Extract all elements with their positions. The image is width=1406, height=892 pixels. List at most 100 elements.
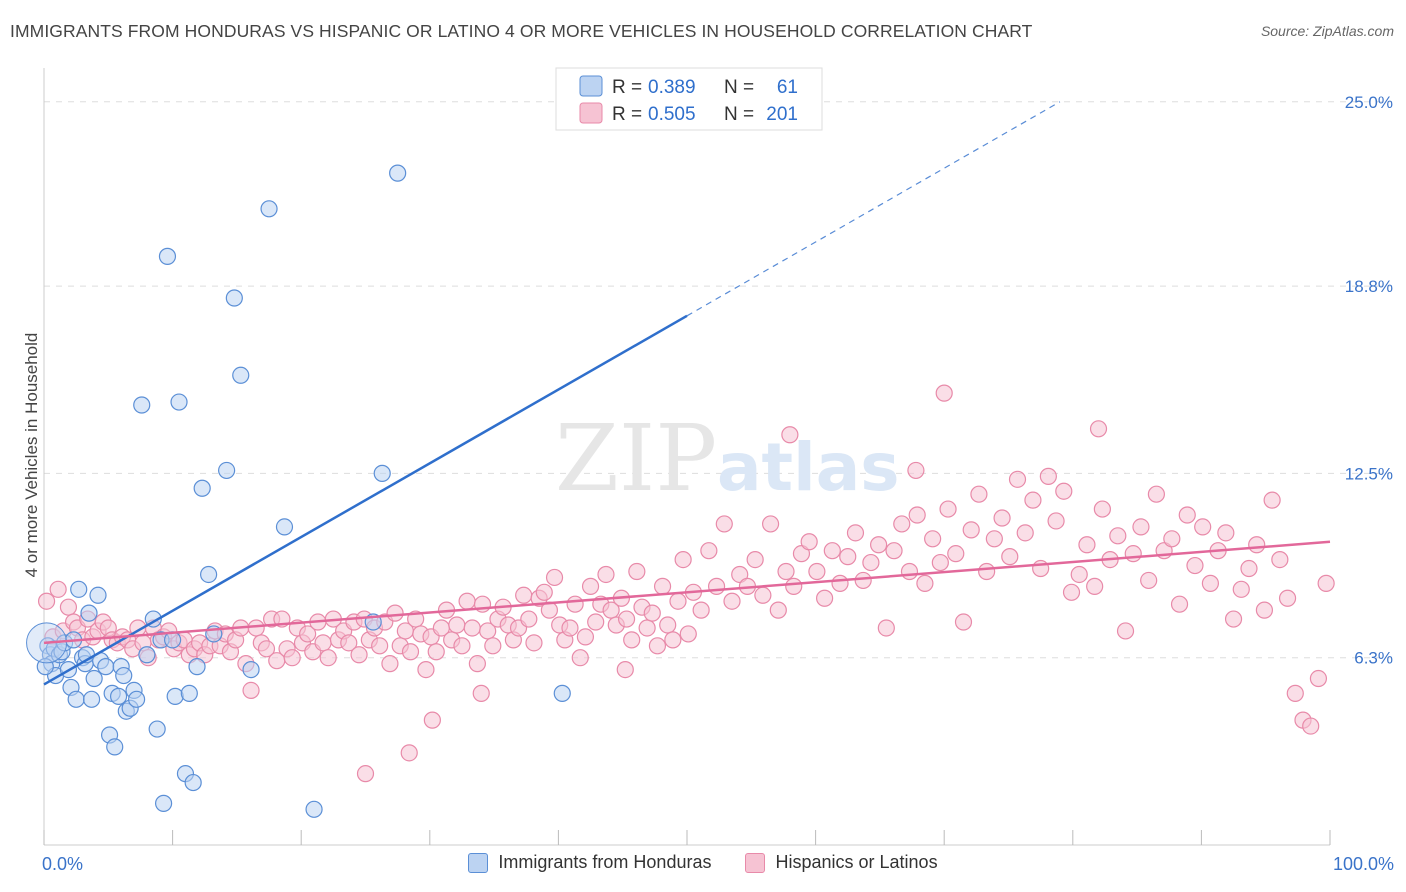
hispanics-point bbox=[962, 521, 980, 539]
honduras-point bbox=[148, 720, 166, 738]
hispanics-point bbox=[679, 625, 697, 643]
honduras-point bbox=[67, 690, 85, 708]
hispanics-point bbox=[1055, 482, 1073, 500]
hispanics-point bbox=[970, 485, 988, 503]
hispanics-point bbox=[1062, 583, 1081, 601]
legend-swatch-honduras bbox=[579, 75, 603, 97]
hispanics-point bbox=[1163, 530, 1181, 548]
hispanics-point bbox=[700, 542, 718, 560]
hispanics-point bbox=[648, 637, 667, 655]
hispanics-point bbox=[777, 562, 795, 581]
hispanics-point bbox=[731, 565, 749, 584]
legend-label-hispanics: Hispanics or Latinos bbox=[775, 852, 938, 872]
hispanics-point bbox=[653, 577, 672, 595]
y-axis-label: 4 or more Vehicles in Household bbox=[22, 333, 41, 578]
legend-r-label: R = bbox=[612, 104, 642, 125]
honduras-point bbox=[133, 396, 151, 414]
hispanics-point bbox=[1178, 506, 1196, 524]
hispanics-point bbox=[1302, 717, 1320, 735]
legend-n-label: N = bbox=[724, 77, 754, 98]
hispanics-point bbox=[1263, 491, 1281, 509]
hispanics-point bbox=[1232, 580, 1250, 598]
hispanics-point bbox=[707, 577, 726, 595]
trend-lines bbox=[43, 101, 1331, 686]
hispanics-point bbox=[1016, 524, 1034, 542]
hispanics-point bbox=[1194, 518, 1212, 536]
hispanics-point bbox=[520, 610, 538, 628]
legend-n-value-hispanics: 201 bbox=[766, 104, 798, 125]
honduras-point bbox=[275, 518, 294, 536]
hispanics-point bbox=[935, 384, 953, 402]
hispanics-point bbox=[1024, 491, 1042, 509]
hispanics-point bbox=[854, 571, 872, 590]
hispanics-point bbox=[1132, 518, 1150, 536]
x-tick-label: 0.0% bbox=[42, 854, 83, 874]
hispanics-point bbox=[576, 628, 595, 646]
hispanics-point bbox=[319, 649, 337, 667]
legend-swatch-hispanics bbox=[579, 102, 603, 124]
hispanics-point bbox=[1286, 684, 1304, 702]
honduras-point bbox=[553, 684, 571, 702]
hispanics-point bbox=[616, 661, 634, 679]
honduras-point bbox=[109, 687, 128, 705]
honduras-point bbox=[85, 669, 103, 688]
honduras-point bbox=[200, 565, 218, 584]
hispanics-point bbox=[386, 604, 404, 622]
hispanics-point bbox=[371, 637, 389, 655]
hispanics-point bbox=[463, 619, 481, 637]
hispanics-point bbox=[1093, 500, 1111, 518]
hispanics-point bbox=[545, 568, 564, 587]
hispanics-point bbox=[401, 643, 420, 661]
legend-r-value-honduras: 0.389 bbox=[648, 77, 696, 98]
hispanics-point bbox=[985, 530, 1003, 548]
honduras-trend-extension bbox=[686, 101, 1061, 317]
honduras-point bbox=[166, 687, 184, 705]
hispanics-point bbox=[1255, 601, 1274, 619]
hispanics-point bbox=[561, 619, 579, 637]
honduras-point bbox=[184, 773, 202, 792]
hispanics-point bbox=[1170, 595, 1189, 613]
hispanics-point bbox=[643, 604, 661, 622]
hispanics-point bbox=[746, 551, 764, 569]
legend-item-hispanics[interactable]: Hispanics or Latinos bbox=[745, 852, 938, 873]
hispanics-point bbox=[628, 562, 646, 581]
hispanics-point bbox=[1089, 420, 1108, 438]
hispanics-point bbox=[1086, 577, 1104, 595]
hispanics-point bbox=[1309, 669, 1328, 688]
hispanics-point bbox=[769, 601, 787, 619]
hispanics-point bbox=[1078, 536, 1096, 554]
series-legend: Immigrants from Honduras Hispanics or La… bbox=[0, 852, 1406, 873]
hispanics-point bbox=[314, 634, 332, 652]
axes bbox=[43, 68, 1331, 846]
hispanics-point bbox=[59, 598, 78, 616]
hispanics-point bbox=[340, 634, 358, 652]
hispanics-point bbox=[664, 631, 682, 649]
hispanics-point bbox=[525, 634, 543, 652]
hispanics-point bbox=[939, 500, 957, 518]
source-label: Source: ZipAtlas.com bbox=[1260, 23, 1394, 39]
honduras-point bbox=[115, 666, 133, 685]
hispanics-point bbox=[1240, 559, 1258, 578]
hispanics-point bbox=[1001, 548, 1019, 566]
hispanics-point bbox=[587, 613, 605, 631]
hispanics-point bbox=[472, 684, 490, 702]
hispanics-point bbox=[37, 592, 56, 610]
hispanics-point bbox=[617, 610, 636, 628]
honduras-point bbox=[89, 586, 107, 604]
hispanics-point bbox=[947, 545, 965, 563]
watermark: ZIP atlas bbox=[555, 405, 900, 512]
y-tick-label: 25.0% bbox=[1345, 93, 1393, 112]
honduras-point bbox=[260, 200, 278, 218]
hispanics-point bbox=[954, 613, 973, 631]
hispanics-point bbox=[350, 646, 368, 664]
honduras-point bbox=[305, 800, 323, 818]
hispanics-point bbox=[1248, 536, 1266, 554]
hispanics-point bbox=[978, 562, 996, 581]
hispanics-point bbox=[808, 562, 826, 581]
y-tick-label: 18.8% bbox=[1345, 277, 1393, 296]
y-tick-label: 6.3% bbox=[1354, 649, 1393, 668]
legend-item-honduras[interactable]: Immigrants from Honduras bbox=[468, 852, 711, 873]
hispanics-point bbox=[816, 589, 834, 607]
hispanics-point bbox=[781, 426, 799, 444]
hispanics-point bbox=[800, 533, 818, 551]
